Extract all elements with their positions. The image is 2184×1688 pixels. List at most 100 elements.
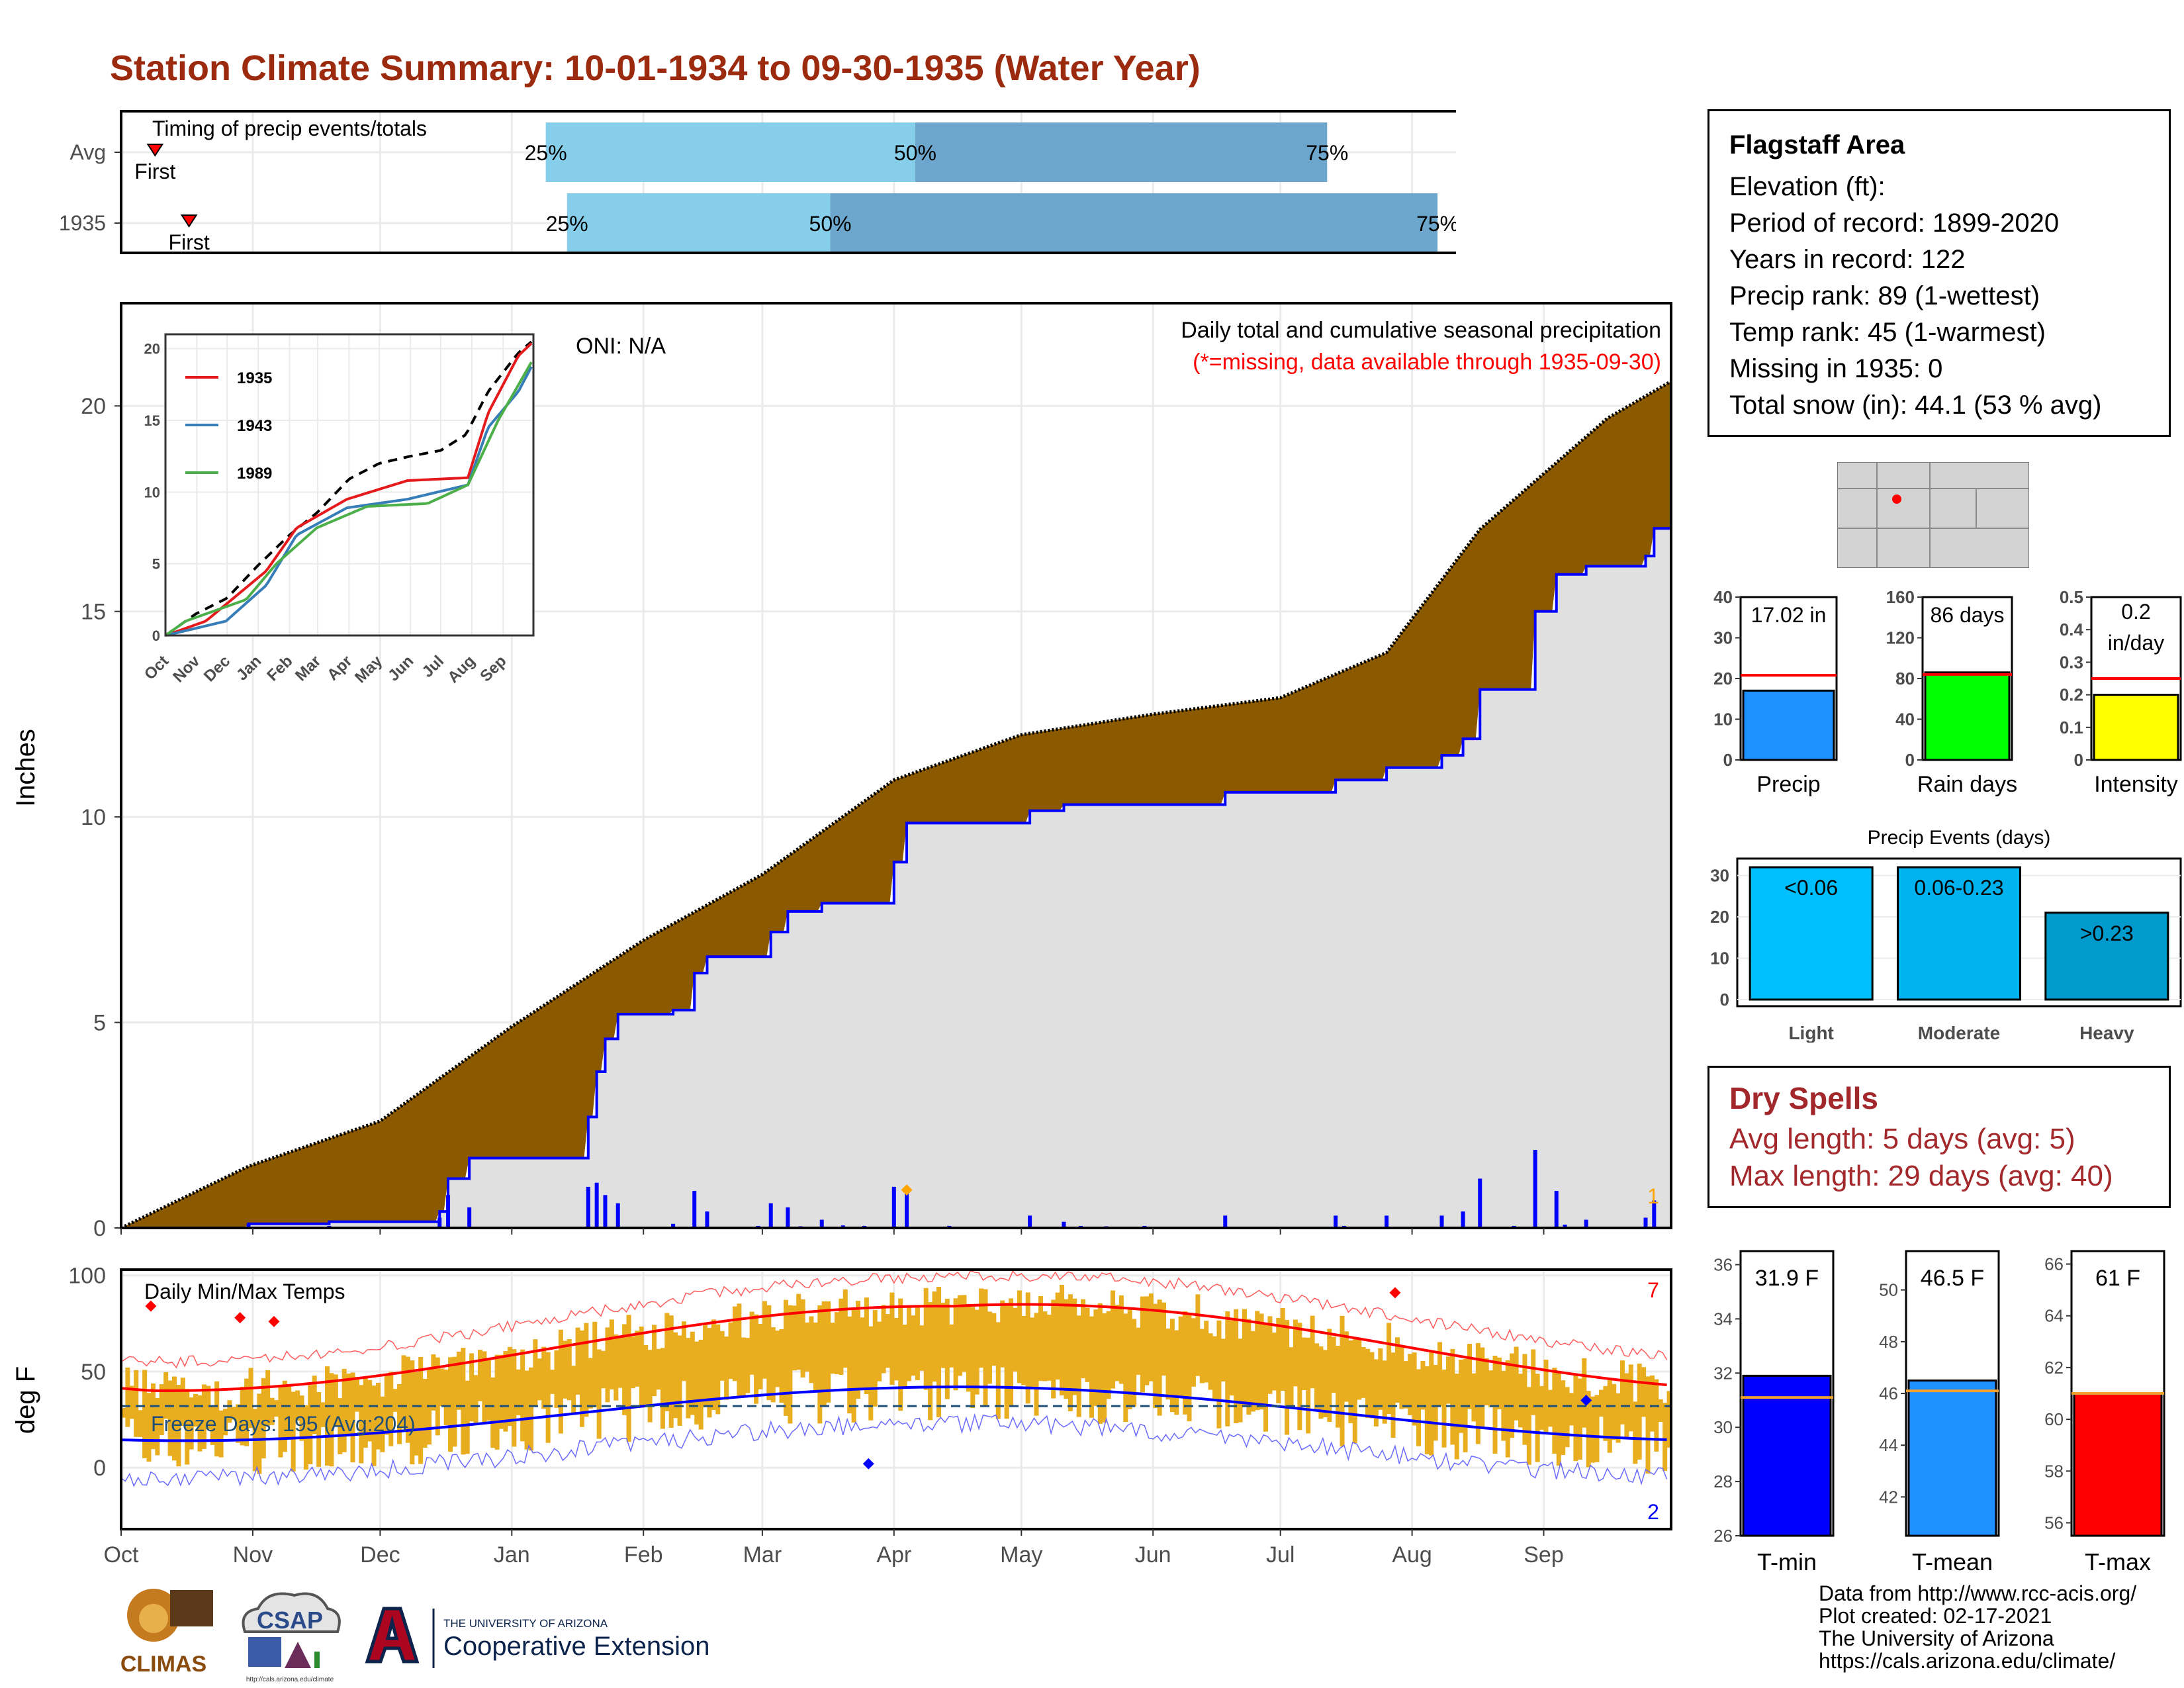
daily-temp-range-bar [363, 1377, 368, 1448]
daily-temp-range-bar [193, 1393, 199, 1427]
daily-temp-range-bar [995, 1322, 1001, 1419]
daily-precip-bar [1385, 1215, 1389, 1228]
daily-precip-bar [467, 1207, 472, 1228]
daily-temp-range-bar [898, 1298, 903, 1411]
quartile-bar-upper [915, 122, 1328, 182]
daily-temp-range-bar [1322, 1350, 1328, 1417]
daily-temp-range-bar [1183, 1311, 1188, 1415]
daily-temp-range-bar [724, 1336, 729, 1400]
daily-temp-range-bar [911, 1315, 916, 1376]
quartile-label: 50% [894, 141, 936, 165]
daily-temp-range-bar [1535, 1374, 1540, 1462]
daily-temp-range-bar [677, 1335, 682, 1426]
daily-temp-range-bar [609, 1319, 614, 1389]
temp-summary-y-tick: 32 [1713, 1363, 1733, 1383]
inset-y-tick: 0 [152, 628, 160, 644]
daily-temp-range-bar [1365, 1348, 1371, 1418]
daily-temp-range-bar [1148, 1293, 1154, 1382]
daily-temp-range-bar [1603, 1385, 1608, 1441]
daily-precip-bar [819, 1219, 824, 1228]
daily-temp-range-bar [1531, 1349, 1536, 1415]
daily-temp-range-bar [287, 1385, 292, 1438]
daily-temp-range-bar [1573, 1375, 1578, 1462]
daily-temp-range-bar [1285, 1320, 1290, 1435]
daily-temp-range-bar [1416, 1369, 1422, 1446]
daily-temp-range-bar [1577, 1378, 1582, 1460]
events-bar [2044, 912, 2169, 1001]
daily-temp-range-bar [375, 1382, 381, 1450]
locator-map [1837, 462, 2029, 568]
daily-temp-range-bar [949, 1324, 954, 1368]
daily-temp-range-bar [987, 1311, 992, 1384]
daily-precip-bar [1652, 1200, 1657, 1228]
daily-temp-range-bar [210, 1407, 215, 1445]
daily-temp-range-bar [664, 1313, 670, 1411]
daily-temp-range-bar [860, 1317, 865, 1388]
daily-temp-range-bar [1085, 1307, 1090, 1382]
daily-temp-range-bar [928, 1302, 933, 1421]
daily-precip-bar [891, 1186, 896, 1228]
summary-label: Precip [1756, 772, 1820, 797]
daily-temp-range-bar [737, 1303, 742, 1397]
daily-temp-range-bar [240, 1387, 245, 1446]
daily-precip-bar [437, 1217, 442, 1228]
daily-temp-range-bar [537, 1358, 542, 1401]
daily-temp-range-bar [405, 1356, 410, 1443]
inset-series-line [164, 361, 533, 637]
daily-temp-range-bar [1310, 1315, 1315, 1389]
info-line: Precip rank: 89 (1-wettest) [1729, 281, 2040, 310]
daily-temp-range-bar [1280, 1308, 1285, 1391]
events-title: Precip Events (days) [1868, 827, 2051, 849]
daily-precip-bar [586, 1186, 590, 1228]
y-tick-label: 0 [93, 1216, 106, 1241]
record-high-marker [145, 1300, 157, 1312]
record-high-marker [234, 1312, 246, 1324]
daily-temp-range-bar [1590, 1396, 1596, 1463]
daily-temp-range-bar [248, 1368, 253, 1429]
daily-temp-range-bar [1127, 1308, 1132, 1409]
quartile-label: 25% [525, 141, 567, 165]
temp-summary-y-tick: 42 [1879, 1487, 1898, 1507]
daily-temp-range-bar [1204, 1321, 1209, 1383]
temp-summary-y-tick: 66 [2044, 1254, 2064, 1274]
daily-temp-range-bar [940, 1302, 946, 1368]
daily-temp-range-bar [550, 1370, 555, 1394]
dry-spells-box: Dry Spells Avg length: 5 days (avg: 5) M… [1707, 1066, 2171, 1208]
daily-temp-range-bar [1340, 1315, 1345, 1447]
daily-temp-range-bar [567, 1338, 572, 1401]
credit-line: Data from http://www.rcc-acis.org/ [1819, 1581, 2137, 1605]
daily-temp-range-bar [703, 1323, 708, 1407]
daily-temp-range-bar [1612, 1383, 1617, 1440]
daily-temp-range-bar [698, 1339, 704, 1430]
temp-frame [120, 1268, 1672, 1530]
daily-temp-range-bar [885, 1314, 890, 1368]
average-cumulative-line [120, 379, 1672, 1230]
quartile-bar-lower [545, 122, 915, 182]
temp-summary-value: 61 F [2095, 1266, 2140, 1291]
daily-temp-range-bar [1165, 1328, 1171, 1400]
daily-temp-range-bar [516, 1369, 521, 1416]
daily-temp-range-bar [1246, 1319, 1251, 1415]
daily-temp-range-bar [1628, 1364, 1633, 1432]
daily-temp-range-bar [719, 1331, 725, 1381]
daily-temp-range-bar [622, 1324, 627, 1415]
daily-temp-range-bar [1420, 1361, 1426, 1410]
daily-temp-range-bar [1662, 1403, 1668, 1471]
daily-temp-range-bar [1136, 1327, 1141, 1375]
daily-temp-range-bar [1068, 1294, 1073, 1412]
daily-temp-range-bar [121, 1408, 126, 1418]
daily-temp-range-bar [830, 1323, 835, 1374]
daily-temp-range-bar [1106, 1311, 1111, 1399]
summary-y-tick: 0.4 [2060, 620, 2084, 639]
daily-temp-range-bar [1369, 1352, 1375, 1419]
daily-temp-range-bar [341, 1368, 347, 1452]
daily-temp-range-bar [1234, 1309, 1239, 1424]
daily-precip-bar [603, 1195, 608, 1228]
precip-events-chart: Precip Events (days) 0 10 20 30 <0.06 Light 0.0… [1710, 827, 2182, 1043]
daily-temp-range-bar [443, 1369, 449, 1425]
daily-temp-range-bar [524, 1370, 529, 1450]
page-title: Station Climate Summary: 10-01-1934 to 0… [110, 48, 1201, 88]
info-line: Period of record: 1899-2020 [1729, 209, 2060, 238]
daily-temp-range-bar [1666, 1391, 1672, 1448]
ua-small-text: THE UNIVERSITY OF ARIZONA [443, 1617, 608, 1630]
